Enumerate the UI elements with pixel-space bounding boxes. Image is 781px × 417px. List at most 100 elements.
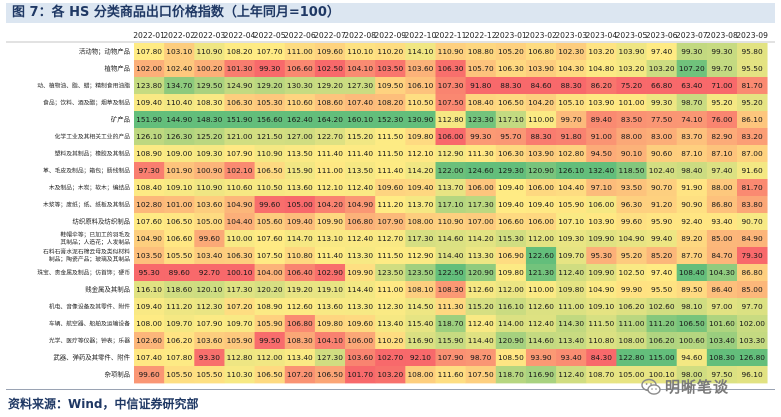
heatmap-cell (284, 60, 316, 78)
cell-value: 126.30 (166, 132, 192, 141)
heatmap-cell (164, 264, 195, 282)
heatmap-cell (224, 162, 255, 180)
heatmap-cell (345, 128, 376, 146)
cell-value: 79.30 (741, 251, 762, 260)
heatmap-cell (556, 349, 587, 367)
cell-value: 118.70 (438, 319, 464, 328)
cell-value: 129.20 (317, 81, 343, 90)
heatmap-cell (134, 349, 165, 367)
cell-value: 110.60 (287, 98, 313, 107)
heatmap-cell (405, 230, 436, 248)
cell-value: 110.10 (347, 47, 373, 56)
cell-value: 93.50 (621, 183, 642, 192)
cell-value: 112.10 (407, 149, 433, 158)
cell-value: 109.40 (498, 200, 524, 209)
cell-value: 110.30 (227, 370, 253, 379)
row-label: 石料石膏水泥石棉云母及类似材料 (43, 247, 130, 255)
heatmap-cell (646, 196, 678, 214)
cell-value: 117.30 (227, 285, 253, 294)
cell-value: 109.90 (588, 234, 614, 243)
cell-value: 105.10 (558, 98, 584, 107)
cell-value: 81.70 (741, 81, 762, 90)
heatmap-cell (676, 247, 708, 265)
cell-value: 110.90 (438, 217, 464, 226)
cell-value: 108.30 (196, 98, 222, 107)
heatmap-cell (465, 264, 497, 282)
heatmap-cell (586, 43, 617, 61)
heatmap-cell (465, 128, 497, 146)
heatmap-cell (525, 298, 557, 316)
heatmap-cell (345, 94, 376, 112)
heatmap-cell (405, 94, 436, 112)
cell-value: 109.60 (377, 183, 403, 192)
cell-value: 108.20 (227, 47, 253, 56)
heatmap-cell (525, 247, 557, 265)
cell-value: 112.30 (196, 302, 222, 311)
heatmap-cell (134, 162, 165, 180)
cell-value: 87.10 (681, 149, 702, 158)
heatmap-cell (465, 349, 497, 367)
source-note: 资料来源：Wind，中信证券研究部 (8, 397, 199, 411)
cell-value: 121.30 (528, 268, 554, 277)
cell-value: 76.00 (711, 115, 732, 124)
heatmap-cell (134, 94, 165, 112)
column-header: 2022-08 (344, 31, 376, 40)
heatmap-cell (556, 315, 587, 333)
heatmap-cell (465, 43, 497, 61)
heatmap-cell (525, 94, 557, 112)
heatmap-cell (345, 179, 376, 197)
cell-value: 106.00 (588, 200, 614, 209)
cell-value: 95.20 (711, 98, 732, 107)
cell-value: 110.50 (407, 98, 433, 107)
heatmap-cell (224, 111, 255, 129)
cell-value: 109.60 (317, 47, 343, 56)
cell-value: 113.30 (468, 251, 494, 260)
heatmap-cell (706, 162, 738, 180)
cell-value: 115.30 (498, 234, 524, 243)
heatmap-cell (525, 179, 557, 197)
heatmap-cell (616, 196, 647, 214)
heatmap-cell (737, 162, 768, 180)
footer-divider (6, 389, 775, 390)
heatmap-cell (556, 281, 587, 299)
heatmap-cell (194, 315, 225, 333)
cell-value: 103.90 (528, 64, 554, 73)
heatmap-cell (435, 332, 467, 350)
heatmap-cell (586, 264, 617, 282)
cell-value: 102.10 (227, 166, 253, 175)
heatmap-cell (134, 213, 165, 231)
cell-value: 109.40 (407, 183, 433, 192)
heatmap-cell (676, 315, 708, 333)
heatmap-cell (134, 366, 165, 384)
heatmap-cell (284, 196, 316, 214)
cell-value: 106.00 (347, 336, 373, 345)
heatmap-cell (435, 128, 467, 146)
cell-value: 110.80 (287, 251, 313, 260)
cell-value: 113.70 (407, 200, 433, 209)
cell-value: 105.20 (498, 47, 524, 56)
heatmap-cell (405, 128, 436, 146)
cell-value: 104.40 (558, 183, 584, 192)
cell-value: 113.30 (347, 251, 373, 260)
heatmap-cell (676, 349, 708, 367)
heatmap-cell (465, 77, 497, 95)
heatmap-cell (616, 43, 647, 61)
heatmap-cell (134, 196, 165, 214)
cell-value: 115.20 (347, 132, 373, 141)
heatmap-cell (706, 213, 738, 231)
heatmap-cell (737, 366, 768, 384)
heatmap-cell (314, 247, 346, 265)
heatmap-cell (194, 298, 225, 316)
heatmap-cell (224, 281, 255, 299)
cell-value: 99.30 (651, 98, 672, 107)
cell-value: 95.70 (500, 132, 521, 141)
heatmap-cell (345, 366, 376, 384)
heatmap-cell (375, 43, 406, 61)
cell-value: 115.90 (287, 166, 313, 175)
heatmap-cell (134, 230, 165, 248)
row-label: 武器、弹药及其零件、附件 (53, 353, 130, 362)
cell-value: 104.40 (227, 217, 253, 226)
heatmap-cell (706, 128, 738, 146)
cell-value: 109.40 (136, 98, 162, 107)
cell-value: 103.60 (407, 64, 433, 73)
